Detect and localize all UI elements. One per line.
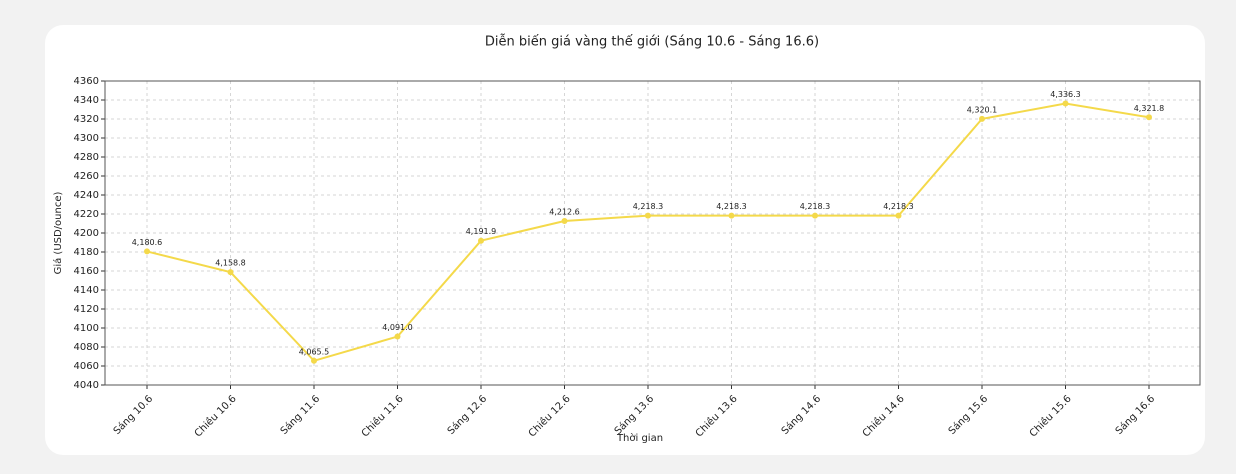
data-point [812, 212, 818, 219]
data-label: 4,158.8 [215, 259, 246, 268]
data-label: 4,336.3 [1050, 90, 1081, 99]
y-tick-label: 4360 [74, 76, 99, 87]
data-label: 4,191.9 [466, 227, 497, 236]
data-label: 4,212.6 [549, 208, 580, 217]
data-label: 4,218.3 [800, 202, 831, 211]
data-label: 4,180.6 [132, 238, 163, 247]
y-tick-label: 4200 [74, 228, 99, 239]
data-point [311, 357, 317, 364]
card [45, 25, 1205, 455]
data-label: 4,218.3 [633, 202, 664, 211]
y-tick-label: 4160 [74, 266, 99, 277]
data-point [478, 237, 484, 244]
y-tick-label: 4260 [74, 171, 99, 182]
plot-frame [104, 80, 1201, 386]
data-point [979, 115, 985, 122]
data-point [1062, 100, 1069, 107]
y-tick-label: 4080 [74, 342, 99, 353]
data-point [728, 212, 735, 219]
y-tick-label: 4120 [74, 304, 99, 315]
y-tick-label: 4280 [74, 152, 99, 163]
y-axis-label: Giá (USD/ounce) [52, 191, 64, 274]
data-label: 4,320.1 [967, 105, 998, 114]
data-point [645, 212, 651, 219]
y-tick-label: 4320 [74, 114, 99, 125]
y-tick-label: 4340 [74, 95, 99, 106]
data-point [394, 333, 401, 340]
y-tick-label: 4040 [74, 380, 99, 391]
data-label: 4,218.3 [716, 202, 747, 211]
data-label: 4,321.8 [1134, 104, 1165, 113]
data-label: 4,065.5 [299, 347, 330, 356]
y-tick-label: 4240 [74, 190, 99, 201]
y-tick-label: 4220 [74, 209, 99, 220]
y-tick-label: 4100 [74, 323, 99, 334]
y-tick-label: 4300 [74, 133, 99, 144]
y-tick-label: 4180 [74, 247, 99, 258]
data-label: 4,091.0 [382, 323, 413, 332]
data-label: 4,218.3 [883, 202, 914, 211]
data-point [144, 248, 150, 255]
data-point [1146, 114, 1152, 121]
data-point [895, 212, 902, 219]
x-axis-label: Thời gian [616, 432, 663, 444]
y-tick-label: 4140 [74, 285, 99, 296]
data-point [227, 269, 234, 276]
chart-title: Diễn biến giá vàng thế giới (Sáng 10.6 -… [485, 35, 819, 50]
y-tick-label: 4060 [74, 361, 99, 372]
data-point [561, 218, 568, 225]
